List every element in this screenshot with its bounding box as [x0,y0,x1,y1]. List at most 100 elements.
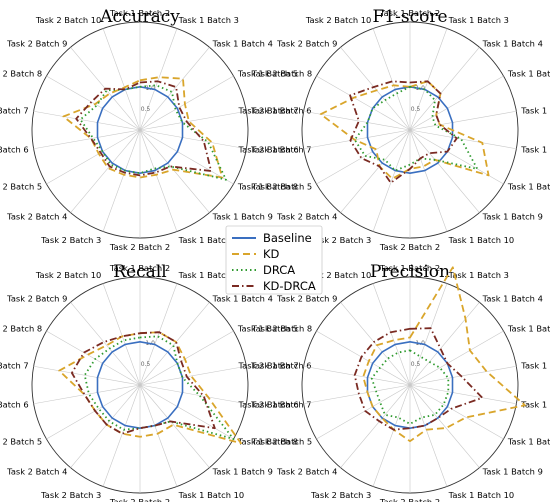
spoke [33,129,141,150]
spoke-label: Task 1 Batch 8 [507,182,550,192]
spoke-label: Task 2 Batch 2 [109,242,170,252]
radial-tick-label: 0.5 [411,361,421,368]
spoke [46,75,141,131]
spoke-label: Task 2 Batch 10 [35,15,102,25]
spoke [70,302,141,386]
spoke-label: Task 1 Batch 9 [482,467,543,477]
chart-title: Precision [370,262,450,282]
spoke [372,28,411,131]
chart-title: Recall [113,262,166,282]
spoke [139,129,178,232]
spoke-label: Task 1 Batch 4 [212,38,273,48]
spoke-label: Task 2 Batch 10 [35,270,102,280]
spoke [102,283,141,386]
spoke [139,28,178,131]
spoke [409,129,480,213]
spoke [409,384,480,468]
series-line-drca [83,335,235,440]
spoke-label: Task 1 Batch 10 [178,235,245,245]
spoke [409,384,517,405]
spoke-label: Task 2 Batch 9 [276,38,337,48]
legend-box [225,225,323,295]
series-line-baseline [96,86,184,174]
spoke-label: Task 1 Batch 2 [379,8,440,18]
spoke-label: Task 2 Batch 5 [0,437,42,447]
radial-tick-label: 0.5 [411,106,421,113]
spoke [409,330,504,386]
spoke-label: Task 2 Batch 8 [251,324,312,334]
spoke [409,365,517,386]
spoke-label: Task 1 Batch 4 [212,293,273,303]
spoke [316,330,411,386]
spoke [33,110,141,131]
spoke [139,110,247,131]
spoke [139,129,247,150]
spoke [139,384,247,405]
spoke [340,129,411,213]
spoke-label: Task 1 Batch 5 [237,69,298,79]
chart-title: F1-score [372,7,447,27]
spoke [46,129,141,185]
spoke-label: Task 2 Batch 4 [6,212,67,222]
spoke [139,75,234,131]
series-line-drca [370,349,450,425]
spoke-label: Task 1 Batch 5 [507,324,550,334]
spoke [139,302,210,386]
spoke-label: Task 2 Batch 4 [6,467,67,477]
series-line-kd [362,266,526,443]
spoke-label: Task 2 Batch 2 [379,242,440,252]
spoke-label: Task 1 Batch 6 [520,105,550,115]
spoke [46,330,141,386]
spoke-label: Task 1 Batch 7 [520,400,550,410]
series-line-kd-drca [71,331,216,435]
spoke-label: Task 1 Batch 3 [178,270,239,280]
legend: Baseline KD DRCA KD-DRCA [225,225,323,295]
spoke-label: Task 1 Batch 5 [507,69,550,79]
spoke [340,47,411,131]
spoke-label: Task 1 Batch 7 [520,145,550,155]
spoke-label: Task 1 Batch 8 [507,437,550,447]
radial-tick-label: 0.5 [141,106,151,113]
spoke-label: Task 1 Batch 4 [482,293,543,303]
spoke-label: Task 1 Batch 9 [212,467,273,477]
spoke [139,384,234,440]
spoke-label: Task 2 Batch 6 [0,145,29,155]
spoke [139,384,210,468]
spoke [139,47,210,131]
series-line-kd-drca [353,327,484,431]
spoke-label: Task 2 Batch 9 [276,293,337,303]
spoke [409,47,480,131]
series-line-kd [319,80,490,180]
spoke-label: Task 2 Batch 4 [276,467,337,477]
spoke-label: Task 2 Batch 5 [0,182,42,192]
series-line-kd-drca [349,80,458,184]
spoke [102,384,141,487]
legend-label: DRCA [263,263,295,277]
legend-label: Baseline [263,231,312,245]
spoke-label: Task 1 Batch 8 [237,437,298,447]
spoke [409,129,448,232]
spoke-label: Task 1 Batch 2 [109,8,170,18]
spoke-label: Task 2 Batch 2 [379,497,440,502]
spoke-label: Task 2 Batch 4 [276,212,337,222]
series-line-baseline [366,86,454,174]
series-line-kd [62,76,224,179]
spoke [316,384,411,440]
spoke-label: Task 2 Batch 10 [305,15,372,25]
spoke-label: Task 2 Batch 8 [0,69,42,79]
series-line-kd [58,331,242,445]
spoke-label: Task 2 Batch 10 [305,270,372,280]
spoke [70,129,141,213]
spoke-label: Task 1 Batch 6 [250,105,311,115]
spoke-label: Task 2 Batch 8 [0,324,42,334]
spoke [372,129,411,232]
spoke [409,110,517,131]
spoke-label: Task 2 Batch 3 [40,490,101,500]
spoke [340,384,411,468]
spoke-label: Task 1 Batch 10 [448,235,515,245]
spoke [340,302,411,386]
spoke [139,384,178,487]
spoke-label: Task 2 Batch 3 [310,235,371,245]
